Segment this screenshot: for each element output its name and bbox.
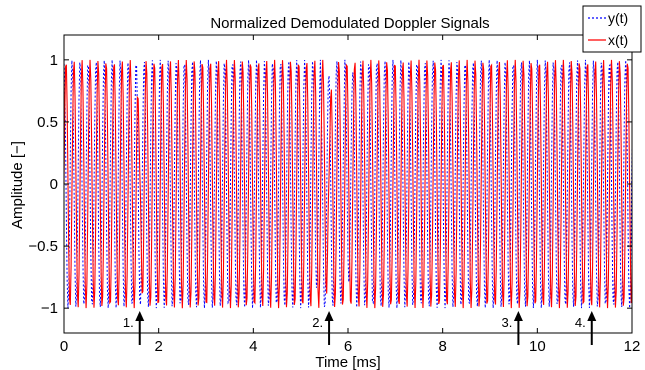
plot-area: [63, 59, 633, 309]
x-tick-label: 6: [344, 338, 352, 355]
x-axis-title: Time [ms]: [315, 354, 380, 370]
x-tick-label: 12: [624, 338, 641, 355]
y-tick-label: −0.5: [28, 238, 58, 255]
legend-label-y: y(t): [608, 10, 628, 26]
x-tick-label: 10: [529, 338, 546, 355]
annotation-arrow-head: [324, 311, 334, 321]
annotation-label: 2.: [312, 315, 323, 330]
annotation-label: 4.: [575, 315, 586, 330]
annotations: 1. 2. 3. 4.: [123, 311, 597, 345]
y-tick-label: 0.5: [37, 114, 58, 131]
legend: y(t) x(t): [582, 5, 642, 53]
x-tick-label: 4: [249, 338, 257, 355]
y-axis-title: Amplitude [−]: [9, 141, 26, 229]
x-axis-ticks: 0 2 4 6 8 10 12: [60, 35, 641, 355]
y-tick-label: 1: [50, 52, 58, 69]
annotation-arrow-head: [587, 311, 597, 321]
annotation-label: 3.: [502, 315, 513, 330]
legend-label-x: x(t): [608, 32, 628, 48]
annotation-label: 1.: [123, 315, 134, 330]
chart-title: Normalized Demodulated Doppler Signals: [210, 15, 489, 32]
x-tick-label: 2: [154, 338, 162, 355]
y-tick-label: −1: [41, 300, 58, 317]
annotation-arrow-head: [513, 311, 523, 321]
series-line-xt: [63, 59, 633, 309]
annotation-arrow-head: [135, 311, 145, 321]
x-tick-label: 0: [60, 338, 68, 355]
legend-box: [582, 5, 642, 53]
y-axis-ticks: −1 −0.5 0 0.5 1: [28, 52, 632, 317]
y-tick-label: 0: [50, 176, 58, 193]
x-tick-label: 8: [438, 338, 446, 355]
